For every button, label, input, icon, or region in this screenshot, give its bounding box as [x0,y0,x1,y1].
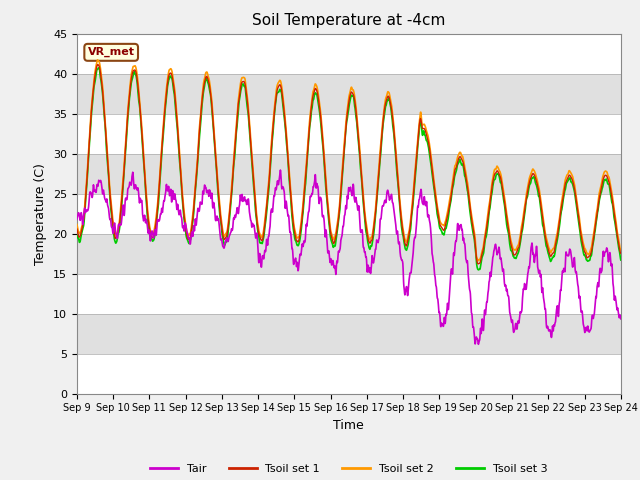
Bar [77,193,621,234]
Tsoil set 1 [508,242,515,248]
Bar [77,354,621,394]
Tsoil set 2 [474,258,482,264]
Tsoil set 1 [570,180,577,186]
Tair [376,216,384,222]
Tsoil set 3 [376,154,384,160]
Tsoil set 2 [508,239,515,245]
Tsoil set 3 [95,65,102,71]
Tsoil set 2 [376,145,384,151]
Text: VR_met: VR_met [88,47,134,58]
Tsoil set 3 [617,257,625,263]
Bar [77,313,621,354]
Bar [77,34,621,73]
Tair [475,341,483,347]
Tair [617,316,625,322]
Tair [365,265,372,271]
Tair [570,262,577,268]
Bar [77,73,621,114]
X-axis label: Time: Time [333,419,364,432]
Tsoil set 1 [365,238,372,244]
Tair [276,167,284,173]
Bar [77,114,621,154]
Tsoil set 3 [508,248,515,253]
Title: Soil Temperature at -4cm: Soil Temperature at -4cm [252,13,445,28]
Tsoil set 3 [584,258,592,264]
Tsoil set 2 [570,176,577,182]
Tsoil set 3 [73,232,81,238]
Y-axis label: Temperature (C): Temperature (C) [35,163,47,264]
Tsoil set 1 [617,251,625,256]
Tsoil set 2 [584,252,592,257]
Tsoil set 1 [584,254,592,260]
Tair [73,216,81,222]
Tsoil set 1 [94,62,102,68]
Tsoil set 2 [617,247,625,253]
Tair [508,317,515,323]
Tair [584,327,592,333]
Tsoil set 2 [365,234,372,240]
Bar [77,234,621,274]
Tsoil set 2 [93,57,101,63]
Tsoil set 1 [73,226,81,232]
Line: Tsoil set 2: Tsoil set 2 [77,60,621,261]
Tsoil set 2 [225,216,232,222]
Line: Tair: Tair [77,170,621,344]
Tsoil set 3 [570,183,577,189]
Tsoil set 3 [365,243,372,249]
Tsoil set 3 [225,223,232,228]
Bar [77,154,621,193]
Legend: Tair, Tsoil set 1, Tsoil set 2, Tsoil set 3: Tair, Tsoil set 1, Tsoil set 2, Tsoil se… [146,459,552,478]
Line: Tsoil set 3: Tsoil set 3 [77,68,621,270]
Line: Tsoil set 1: Tsoil set 1 [77,65,621,264]
Tsoil set 2 [73,221,81,227]
Tsoil set 3 [475,267,483,273]
Tsoil set 1 [474,261,482,267]
Tsoil set 1 [225,219,232,225]
Tair [225,237,232,243]
Bar [77,274,621,313]
Tsoil set 1 [376,150,384,156]
